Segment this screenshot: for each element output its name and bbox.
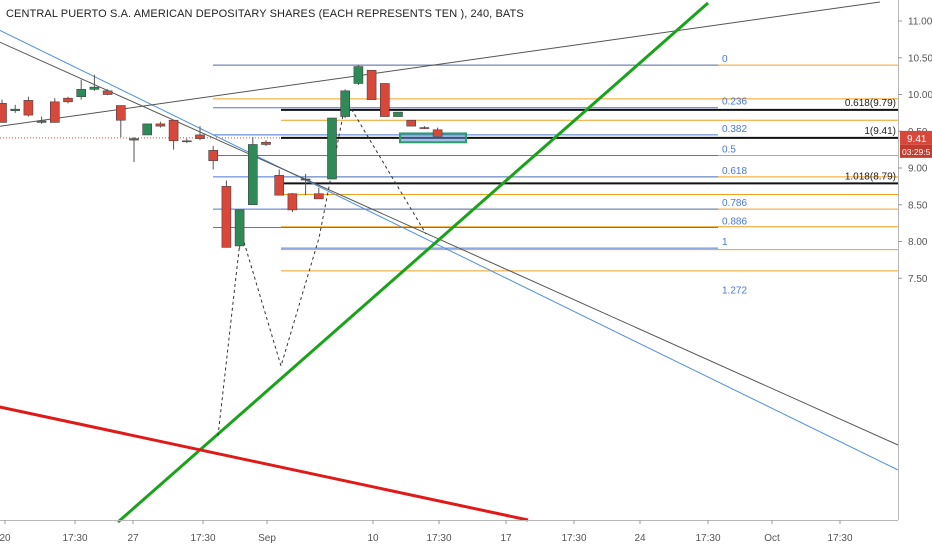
candle-body — [10, 108, 20, 111]
candle-body — [89, 86, 100, 90]
candle-body — [49, 101, 60, 123]
green-trend-line — [117, 1, 709, 524]
candle-body — [116, 105, 126, 121]
x-tick-label: 17:30 — [190, 533, 215, 544]
x-tick-label: Oct — [764, 533, 780, 544]
candle-body — [274, 175, 285, 196]
candlesticks — [0, 65, 443, 249]
candle-body — [63, 97, 73, 103]
candle-body — [234, 209, 245, 247]
candle-body — [313, 193, 324, 200]
x-tick-label: Sep — [258, 533, 276, 544]
price-badge-bg — [900, 130, 932, 145]
fib-level-label: 0.236 — [722, 97, 747, 108]
price-badge-value: 9.41 — [907, 134, 927, 145]
fib-retracement[interactable]: 0 0.236 0.382 0.5 0.618 0.786 0.886 1 1.272 0.618… — [213, 54, 898, 297]
price-axis — [898, 0, 932, 550]
fib-level-label: 0.5 — [722, 145, 736, 156]
fib-level-label: 0 — [722, 54, 728, 65]
blue-trend-line — [0, 29, 899, 471]
y-tick-label: 10.50 — [908, 53, 932, 64]
candle-body — [168, 119, 179, 142]
candle-body — [432, 129, 443, 137]
x-tick-label: 17:30 — [827, 533, 852, 544]
y-tick-label: 7.50 — [908, 274, 928, 285]
candle-body — [76, 89, 86, 98]
y-tick-label: 10.00 — [908, 90, 932, 101]
x-tick-label: 20 — [0, 533, 11, 544]
price-countdown: 03:29:5 — [902, 147, 931, 157]
candle-body — [379, 83, 390, 117]
price-countdown-bg — [900, 144, 932, 158]
fib-level-label: 1.272 — [722, 286, 747, 297]
candle-body — [419, 127, 430, 129]
upper-channel-line — [0, 1, 881, 127]
extension-level-label: 0.618(9.79) — [845, 98, 896, 109]
candle-body — [366, 69, 377, 100]
candle-body — [36, 120, 47, 123]
x-tick-label: 27 — [127, 533, 139, 544]
x-tick-label: 10 — [367, 533, 379, 544]
x-tick-label: 17 — [500, 533, 512, 544]
x-tick-label: 17:30 — [695, 533, 720, 544]
candle-body — [155, 123, 166, 127]
candle-body — [287, 193, 298, 211]
candle-body — [248, 144, 258, 206]
fib-level-label: 0.382 — [722, 124, 747, 135]
y-tick-label: 8.50 — [908, 200, 928, 211]
extension-level-label: 1(9.41) — [864, 126, 896, 137]
candle-body — [300, 178, 311, 181]
candle-body — [393, 111, 403, 117]
candle-body — [353, 66, 364, 84]
y-tick-label: 9.00 — [908, 164, 928, 175]
chart-title: CENTRAL PUERTO S.A. AMERICAN DEPOSITARY … — [6, 8, 524, 20]
y-tick-label: 8.00 — [908, 237, 928, 248]
candle-body — [221, 186, 232, 248]
candle-body — [327, 117, 337, 180]
candle-body — [102, 90, 113, 95]
x-tick-label: 24 — [634, 533, 646, 544]
grey-trend-line — [0, 41, 899, 446]
candle-body — [23, 100, 34, 116]
fib-level-label: 0.886 — [722, 217, 747, 228]
candle-body — [261, 141, 271, 145]
x-tick-label: 17:30 — [426, 533, 451, 544]
candle-body — [142, 123, 152, 136]
extension-level-label: 1.018(8.79) — [845, 171, 896, 182]
candle-body — [129, 138, 139, 141]
candle-body — [208, 150, 218, 161]
trend-lines[interactable] — [0, 1, 899, 524]
candle-body — [340, 90, 351, 117]
red-trend-line — [0, 405, 529, 522]
candle-body — [406, 119, 417, 127]
candle-body — [195, 134, 205, 139]
candle-body — [0, 103, 7, 123]
y-tick-label: 11.00 — [908, 17, 932, 28]
x-tick-label: 17:30 — [561, 533, 586, 544]
x-tick-label: 17:30 — [62, 533, 87, 544]
fib-level-label: 0.618 — [722, 166, 747, 177]
fib-level-label: 0.786 — [722, 198, 747, 209]
candle-body — [182, 140, 192, 143]
fib-level-label: 1 — [722, 237, 728, 248]
